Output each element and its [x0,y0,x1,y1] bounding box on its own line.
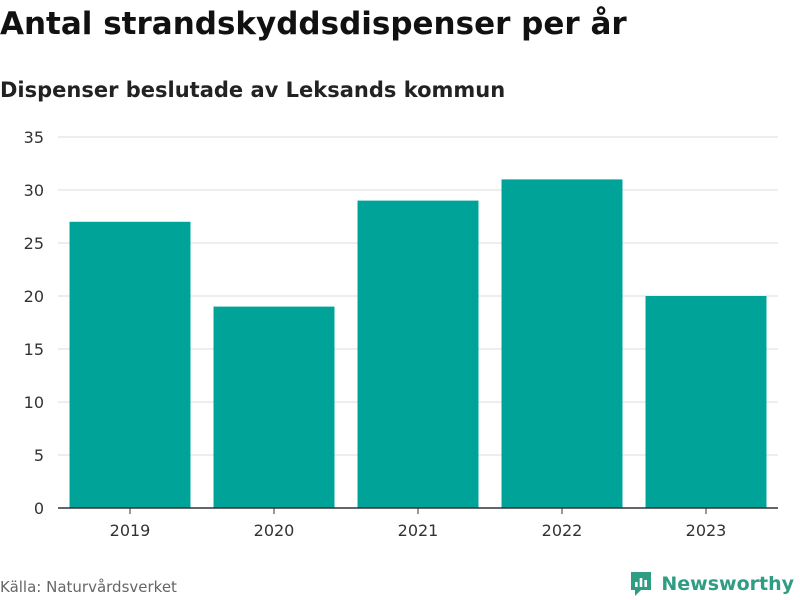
x-tick-label-2023: 2023 [686,521,727,540]
bar-2019 [69,221,191,509]
x-tick-label-2022: 2022 [542,521,583,540]
y-tick-label-30: 30 [24,181,44,200]
brand-logo: Newsworthy [629,570,794,598]
y-tick-label-5: 5 [34,446,44,465]
x-tick-label-2019: 2019 [110,521,151,540]
bar-chart: 0 5 10 15 20 25 30 35 2019 2020 2021 2022 2023 [24,128,778,540]
chart-subtitle: Dispenser beslutade av Leksands kommun [0,78,506,102]
x-tick-label-2020: 2020 [254,521,295,540]
newsworthy-logo-icon [631,572,652,596]
y-tick-label-10: 10 [24,393,44,412]
y-tick-label-25: 25 [24,234,44,253]
chart-title: Antal strandskyddsdispenser per år [0,6,627,42]
y-tick-label-20: 20 [24,287,44,306]
brand-name: Newsworthy [661,573,794,595]
bar-2020 [213,306,335,508]
bar-2023 [645,296,767,508]
bar-2022 [501,179,623,508]
y-tick-label-15: 15 [24,340,44,359]
y-tick-label-0: 0 [34,499,44,518]
x-tick-label-2021: 2021 [398,521,439,540]
y-tick-label-35: 35 [24,128,44,147]
source-note: Källa: Naturvårdsverket [0,578,177,596]
bar-2021 [357,200,479,508]
